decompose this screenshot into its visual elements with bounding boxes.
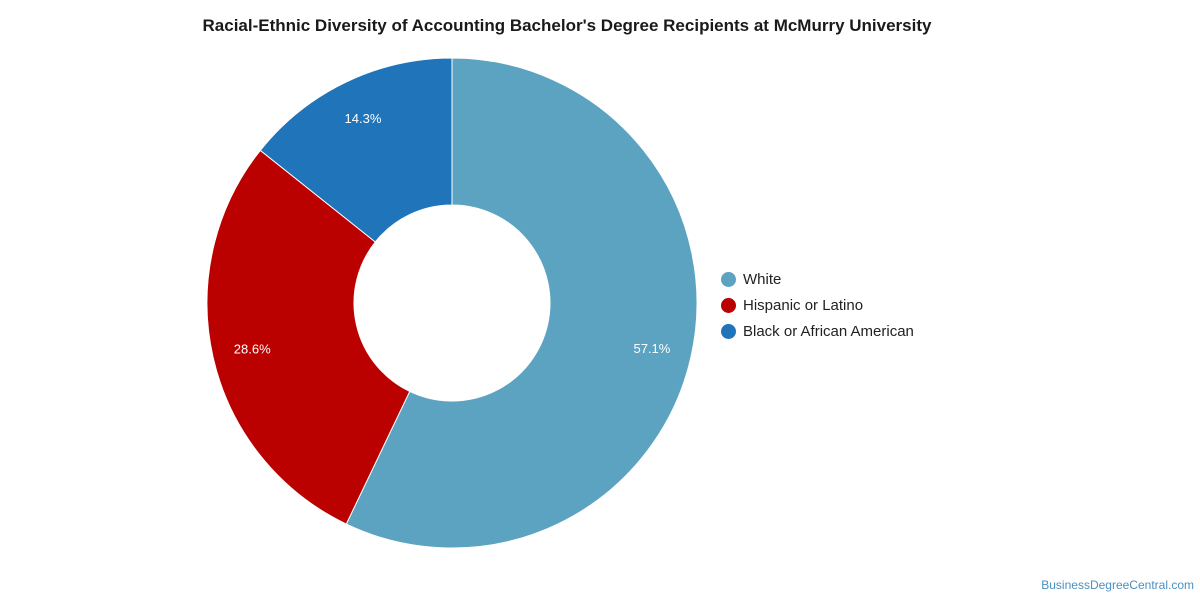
slice-white[interactable]	[345, 57, 698, 549]
legend-swatch	[721, 323, 736, 339]
legend-item-black-or-african-american[interactable]: Black or African American	[721, 318, 914, 344]
chart-legend: White Hispanic or Latino Black or African …	[721, 266, 914, 344]
legend-label: Hispanic or Latino	[743, 296, 864, 314]
slice-label-white: 57.1%	[633, 341, 670, 356]
legend-item-white[interactable]: White	[721, 266, 914, 292]
slice-hispanic-or-latino[interactable]	[206, 149, 411, 525]
source-watermark: BusinessDegreeCentral.com	[1041, 578, 1194, 592]
slice-black-or-african-american[interactable]	[259, 57, 453, 243]
legend-label: White	[743, 270, 782, 288]
legend-item-hispanic-or-latino[interactable]: Hispanic or Latino	[721, 292, 914, 318]
chart-title: Racial-Ethnic Diversity of Accounting Ba…	[202, 16, 932, 35]
slice-label-hispanic-or-latino: 28.6%	[234, 341, 271, 356]
legend-swatch	[721, 271, 736, 287]
slice-label-black-or-african-american: 14.3%	[345, 111, 382, 126]
legend-label: Black or African American	[743, 322, 914, 340]
legend-swatch	[721, 297, 736, 313]
